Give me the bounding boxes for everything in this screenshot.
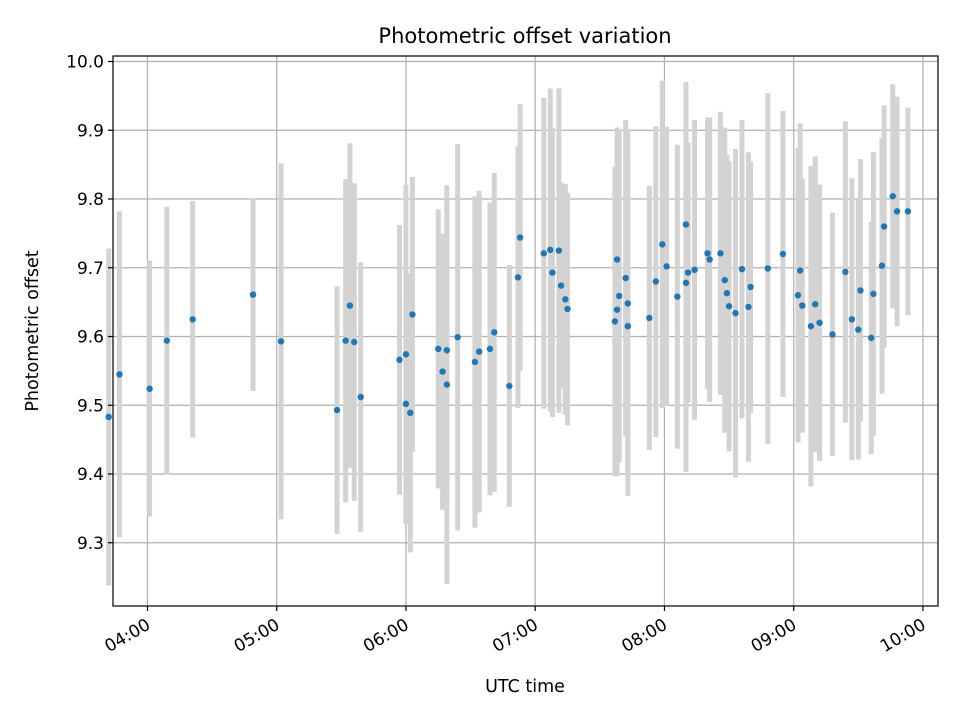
- data-point: [613, 306, 621, 313]
- data-point: [684, 269, 692, 276]
- data-point: [704, 250, 711, 257]
- data-point: [829, 331, 836, 338]
- data-point: [557, 282, 565, 289]
- data-point: [706, 256, 713, 263]
- data-point: [516, 234, 524, 241]
- data-point: [357, 393, 364, 401]
- data-point: [870, 290, 877, 298]
- data-point: [745, 303, 752, 311]
- data-point: [799, 302, 806, 309]
- data-point: [549, 269, 556, 276]
- data-point: [562, 296, 569, 303]
- data-point: [624, 300, 632, 307]
- y-tick-label: 9.5: [77, 396, 104, 416]
- data-point: [868, 334, 875, 342]
- data-point: [616, 292, 623, 300]
- data-point: [794, 292, 802, 299]
- data-point: [878, 262, 886, 269]
- data-point: [407, 409, 414, 417]
- data-point: [486, 345, 494, 353]
- data-point: [652, 278, 660, 285]
- data-point: [848, 316, 856, 323]
- data-point: [611, 318, 619, 325]
- data-point: [491, 329, 498, 336]
- y-axis: 9.3 9.4 9.5 9.6 9.7 9.8 9.9 10.0: [66, 53, 113, 554]
- data-point: [435, 345, 442, 353]
- data-point: [409, 311, 416, 318]
- data-point: [540, 250, 548, 257]
- data-point: [439, 368, 446, 375]
- data-point: [351, 338, 358, 346]
- data-point: [738, 265, 746, 273]
- data-point: [564, 305, 571, 313]
- data-point: [443, 347, 451, 354]
- data-point: [682, 221, 690, 228]
- y-tick-label: 9.4: [77, 465, 104, 485]
- data-point: [443, 381, 451, 388]
- data-point: [779, 250, 787, 258]
- data-point: [796, 267, 804, 274]
- y-tick-label: 9.6: [77, 328, 104, 348]
- data-point: [659, 241, 666, 248]
- y-tick-label: 9.8: [77, 190, 104, 210]
- data-point: [622, 274, 629, 282]
- data-point: [454, 333, 461, 341]
- plot-frame: [112, 55, 939, 607]
- data-point: [342, 337, 349, 344]
- data-point: [663, 263, 670, 270]
- data-point: [624, 322, 632, 330]
- data-point: [277, 338, 285, 345]
- data-point: [674, 293, 681, 300]
- data-point: [717, 250, 724, 257]
- data-point: [402, 400, 410, 408]
- data-point: [893, 208, 901, 215]
- y-tick-label: 9.3: [77, 534, 104, 554]
- data-point: [402, 351, 410, 358]
- y-tick-label: 9.7: [77, 259, 104, 279]
- data-point: [514, 274, 522, 281]
- data-point: [732, 309, 739, 317]
- data-point: [547, 246, 554, 254]
- data-point: [116, 371, 123, 378]
- y-axis-label: Photometric offset: [23, 250, 43, 411]
- data-point: [475, 348, 483, 355]
- data-point: [889, 193, 896, 200]
- data-point: [842, 268, 849, 276]
- data-point: [249, 291, 257, 298]
- data-point: [646, 314, 653, 322]
- data-point: [691, 266, 698, 274]
- data-point: [555, 247, 563, 254]
- data-point: [904, 208, 912, 215]
- data-point: [682, 279, 690, 287]
- data-point: [613, 256, 621, 263]
- data-point: [163, 337, 171, 344]
- y-tick-label: 10.0: [66, 53, 104, 73]
- data-point: [105, 413, 112, 421]
- data-point: [855, 326, 862, 333]
- data-points: [105, 193, 912, 421]
- data-point: [506, 382, 513, 390]
- data-point: [333, 406, 341, 414]
- data-point: [396, 356, 403, 364]
- data-point: [764, 265, 772, 272]
- chart-title: Photometric offset variation: [378, 24, 671, 48]
- data-point: [747, 283, 754, 291]
- x-axis-label: UTC time: [485, 677, 565, 697]
- data-point: [880, 223, 888, 230]
- data-point: [471, 358, 479, 366]
- data-point: [721, 276, 728, 284]
- data-point: [816, 319, 823, 326]
- data-point: [812, 300, 819, 308]
- data-point: [857, 287, 864, 294]
- data-point: [723, 289, 731, 297]
- data-point: [807, 322, 815, 330]
- data-point: [146, 385, 153, 392]
- y-tick-label: 9.9: [77, 121, 104, 141]
- data-point: [725, 303, 733, 310]
- data-point: [189, 316, 196, 323]
- data-point: [346, 302, 354, 309]
